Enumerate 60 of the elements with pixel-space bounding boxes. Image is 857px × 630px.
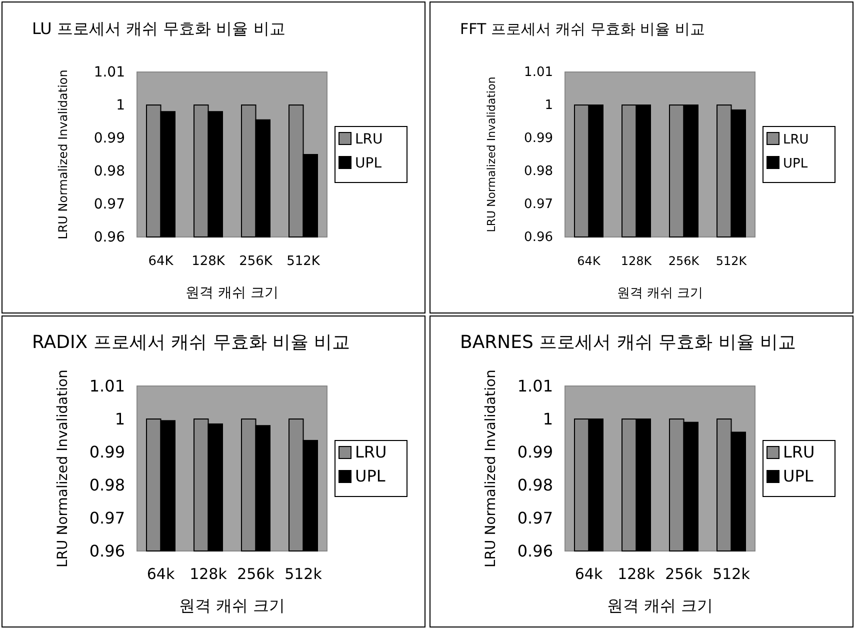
y-axis-title: LRU Normalized Invalidation — [56, 70, 70, 240]
x-tick-label: 256K — [239, 254, 273, 269]
y-tick-label: 0.96 — [517, 542, 553, 560]
y-tick-label: 0.97 — [89, 508, 125, 528]
y-tick-label: 0.99 — [517, 442, 553, 462]
x-tick-label: 128K — [192, 254, 226, 269]
x-tick-label: 64k — [146, 565, 175, 583]
y-tick-label: 0.98 — [517, 476, 553, 494]
y-tick-label: 0.97 — [94, 196, 125, 212]
x-tick-label: 128k — [190, 565, 228, 583]
y-tick-label: 1 — [544, 98, 553, 113]
legend-label: UPL — [783, 156, 808, 172]
y-axis-title: LRU Normalized Invalidation — [483, 370, 499, 568]
y-tick-label: 1.01 — [94, 64, 125, 80]
x-tick-label: 256k — [665, 565, 703, 583]
y-tick-label: 1 — [542, 410, 553, 428]
y-tick-label: 0.98 — [89, 476, 125, 494]
y-tick-label: 0.99 — [89, 442, 125, 462]
legend-label: LRU — [355, 132, 383, 148]
y-axis-title: LRU Normalized Invalidation — [485, 76, 498, 232]
chart-title: LU 프로세서 캐쉬 무효화 비율 비교 — [32, 19, 286, 38]
x-tick-label: 64k — [574, 565, 603, 583]
legend-label: LRU — [783, 442, 815, 462]
x-tick-label: 512K — [716, 254, 748, 268]
legend-label: UPL — [355, 466, 386, 486]
x-tick-label: 128K — [620, 254, 653, 268]
x-tick-label: 256K — [668, 254, 700, 268]
chart-title: BARNES 프로세서 캐쉬 무효화 비율 비교 — [460, 332, 796, 353]
chart-title: FFT 프로세서 캐쉬 무효화 비율 비교 — [460, 20, 705, 38]
x-tick-label: 128k — [618, 565, 656, 583]
y-tick-label: 1 — [116, 98, 125, 114]
y-tick-label: 0.96 — [94, 230, 126, 246]
x-tick-label: 512k — [712, 565, 750, 583]
y-axis-title: LRU Normalized Invalidation — [55, 370, 71, 568]
y-tick-label: 0.97 — [524, 197, 553, 212]
legend-label: LRU — [355, 442, 387, 462]
y-tick-label: 0.97 — [517, 508, 553, 528]
x-tick-label: 64K — [148, 254, 174, 269]
x-tick-label: 512K — [286, 254, 320, 269]
legend-label: UPL — [355, 156, 382, 172]
y-tick-label: 0.96 — [89, 542, 125, 560]
y-tick-label: 1 — [114, 410, 125, 428]
legend-label: UPL — [783, 466, 814, 486]
x-tick-label: 256k — [237, 565, 275, 583]
y-tick-label: 1.01 — [89, 376, 125, 396]
x-axis-title: 원격 캐쉬 크기 — [616, 286, 704, 301]
y-tick-label: 1.01 — [524, 65, 553, 80]
x-axis-title: 원격 캐쉬 크기 — [186, 285, 278, 301]
y-tick-label: 0.96 — [524, 230, 553, 245]
x-tick-label: 512k — [284, 565, 322, 583]
y-tick-label: 0.98 — [94, 164, 125, 180]
chart-title: RADIX 프로세서 캐쉬 무효화 비율 비교 — [32, 332, 350, 353]
x-tick-label: 64K — [577, 254, 602, 268]
y-tick-label: 1.01 — [517, 376, 553, 396]
y-tick-label: 0.98 — [524, 164, 553, 179]
y-tick-label: 0.99 — [94, 130, 125, 146]
legend-label: LRU — [783, 132, 809, 148]
x-axis-title: 원격 캐쉬 크기 — [178, 596, 286, 615]
y-tick-label: 0.99 — [524, 131, 553, 146]
x-axis-title: 원격 캐쉬 크기 — [606, 596, 714, 615]
